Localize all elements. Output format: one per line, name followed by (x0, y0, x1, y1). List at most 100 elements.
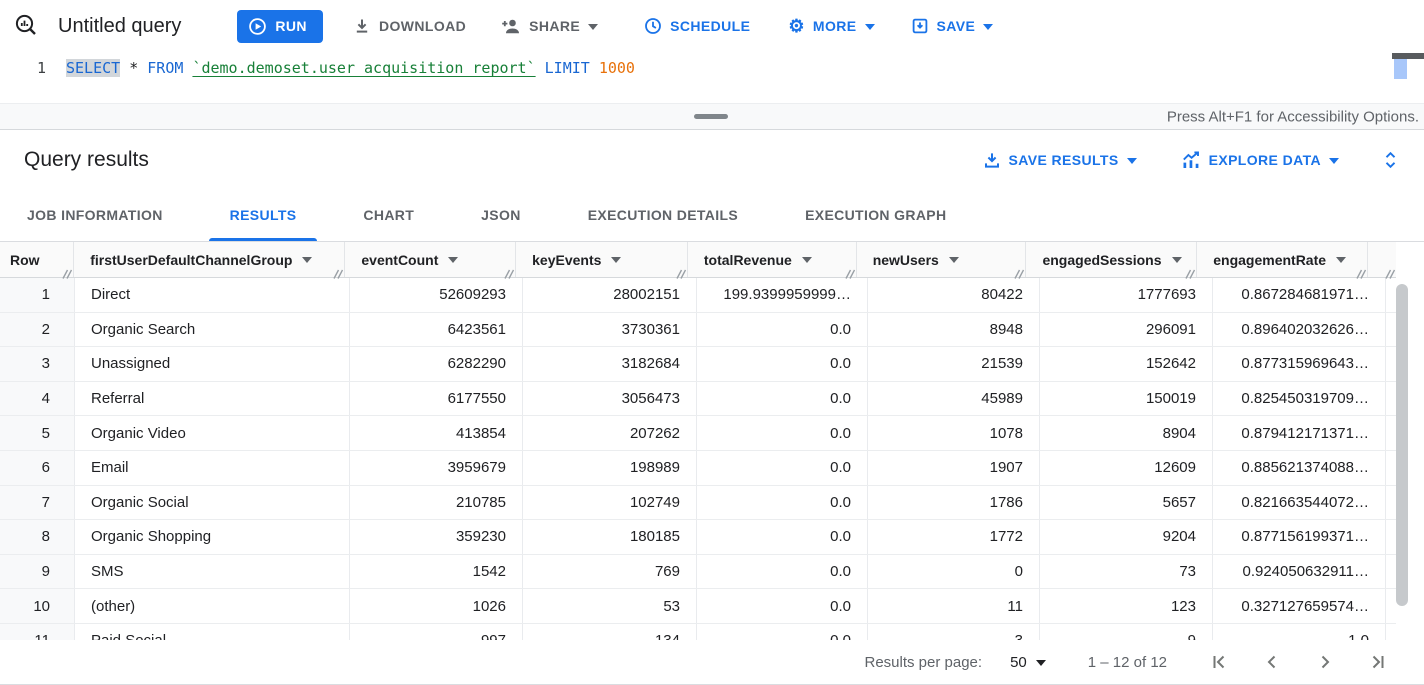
tab-chart[interactable]: CHART (363, 207, 415, 223)
share-button[interactable]: SHARE (500, 17, 599, 35)
column-resize-grip[interactable] (62, 266, 73, 279)
column-menu-icon[interactable] (302, 256, 313, 263)
row-number-cell: 7 (0, 485, 75, 520)
row-number-cell: 10 (0, 589, 75, 623)
table-scrollbar[interactable] (1396, 284, 1408, 606)
data-cell: 3730361 (523, 312, 697, 347)
data-cell: 1.0 (1213, 623, 1386, 640)
data-cell: 198989 (523, 450, 697, 485)
next-page-button[interactable] (1315, 652, 1335, 672)
save-button[interactable]: SAVE (911, 17, 994, 35)
chevron-down-icon (1329, 157, 1339, 164)
data-cell: 123 (1040, 589, 1213, 623)
first-page-button[interactable] (1209, 652, 1229, 672)
data-cell: 53 (523, 589, 697, 623)
data-cell (1386, 486, 1396, 520)
page-size-select[interactable]: 50 (1010, 654, 1046, 671)
data-cell: 6423561 (350, 312, 523, 347)
table-row: 6 Email 3959679 198989 0.0 1907 12609 0.8856213… (0, 450, 1396, 486)
column-menu-icon[interactable] (1171, 256, 1182, 263)
data-cell: 21539 (868, 347, 1040, 381)
data-cell: 0.0 (697, 623, 868, 640)
sql-editor[interactable]: 1 SELECT * FROM `demo.demoset.user_acqui… (0, 52, 1424, 103)
column-header-engagedSessions[interactable]: engagedSessions (1026, 242, 1198, 279)
data-cell: 9204 (1040, 520, 1213, 554)
column-header-totalRevenue[interactable]: totalRevenue (688, 242, 857, 279)
panel-splitter: Press Alt+F1 for Accessibility Options. (0, 103, 1424, 130)
column-menu-icon[interactable] (801, 256, 812, 263)
tab-execution-graph[interactable]: EXECUTION GRAPH (805, 207, 947, 223)
run-button[interactable]: RUN (237, 9, 323, 43)
table-row: 1 Direct 52609293 28002151 199.9399959999… 80… (0, 278, 1396, 313)
tab-job-information[interactable]: JOB INFORMATION (27, 207, 163, 223)
row-number-cell: 9 (0, 554, 75, 589)
column-menu-icon[interactable] (1336, 256, 1347, 263)
column-resize-grip[interactable] (504, 266, 515, 279)
table-row: 5 Organic Video 413854 207262 0.0 1078 8904 0.8… (0, 416, 1396, 451)
data-cell: 8948 (868, 312, 1040, 347)
data-cell: 413854 (350, 416, 523, 450)
table-row: 8 Organic Shopping 359230 180185 0.0 1772 9204… (0, 520, 1396, 555)
column-label: newUsers (872, 251, 939, 268)
table-row: 9 SMS 1542 769 0.0 0 73 0.924050632911… (0, 554, 1396, 590)
chevron-down-icon (864, 24, 875, 30)
chevron-down-icon (1035, 660, 1046, 666)
column-resize-grip[interactable] (1385, 266, 1396, 279)
column-menu-icon[interactable] (448, 256, 459, 263)
sql-token (536, 59, 545, 77)
table-row: 2 Organic Search 6423561 3730361 0.0 8948 2960… (0, 312, 1396, 348)
column-menu-icon[interactable] (948, 256, 959, 263)
row-number-cell: 6 (0, 450, 75, 485)
save-results-button[interactable]: SAVE RESULTS (983, 151, 1137, 169)
data-cell: 150019 (1040, 381, 1213, 416)
column-resize-grip[interactable] (1185, 266, 1196, 279)
column-header-newUsers[interactable]: newUsers (857, 242, 1027, 279)
column-resize-grip[interactable] (1014, 266, 1025, 279)
data-cell: 8904 (1040, 416, 1213, 450)
prev-page-button[interactable] (1262, 652, 1282, 672)
results-per-page-label: Results per page: (864, 653, 983, 671)
table-row: 4 Referral 6177550 3056473 0.0 45989 150019 0.8… (0, 381, 1396, 417)
row-number-cell: 8 (0, 520, 75, 554)
more-button[interactable]: ⚙ MORE (788, 17, 875, 35)
data-cell: 5657 (1040, 485, 1213, 520)
column-resize-grip[interactable] (333, 266, 344, 279)
column-header-Row: Row (0, 242, 75, 279)
row-number-cell: 4 (0, 381, 75, 416)
tab-json[interactable]: JSON (481, 207, 521, 223)
table-row: 7 Organic Social 210785 102749 0.0 1786 5657 0.… (0, 485, 1396, 521)
data-cell: SMS (75, 554, 350, 589)
schedule-button[interactable]: SCHEDULE (644, 17, 750, 35)
explore-data-button[interactable]: EXPLORE DATA (1181, 150, 1339, 169)
column-resize-grip[interactable] (845, 266, 855, 279)
results-table: Row firstUserDefaultChannelGroup eventCoun… (0, 242, 1424, 640)
data-cell: 1786 (868, 485, 1040, 520)
column-header-keyEvents[interactable]: keyEvents (516, 242, 688, 279)
tab-execution-details[interactable]: EXECUTION DETAILS (587, 207, 739, 223)
expand-collapse-panel-button[interactable] (1383, 150, 1398, 170)
column-header-engagementRate[interactable]: engagementRate (1197, 242, 1368, 279)
data-cell: 3182684 (523, 347, 697, 381)
download-button[interactable]: DOWNLOAD (353, 17, 466, 35)
table-body: 1 Direct 52609293 28002151 199.9399959999… 80… (0, 278, 1424, 640)
save-results-icon (983, 151, 1001, 169)
data-cell: 0.0 (697, 554, 868, 589)
data-cell: 3056473 (523, 381, 697, 416)
column-label: engagementRate (1213, 251, 1327, 268)
editor-scrollbar[interactable] (1394, 59, 1407, 79)
column-resize-grip[interactable] (1356, 266, 1367, 279)
query-title: Untitled query (58, 14, 182, 37)
splitter-drag-handle[interactable] (694, 114, 728, 119)
data-cell: 207262 (523, 416, 697, 450)
tab-results[interactable]: RESULTS (208, 189, 318, 241)
sql-line[interactable]: SELECT * FROM `demo.demoset.user_acquisi… (66, 57, 635, 79)
row-number-cell: 2 (0, 312, 75, 347)
column-menu-icon[interactable] (611, 256, 622, 263)
column-header-eventCount[interactable]: eventCount (345, 242, 517, 279)
data-cell: 102749 (523, 485, 697, 520)
column-header-firstUserDefaultChannelGroup[interactable]: firstUserDefaultChannelGroup (74, 242, 346, 279)
data-cell: 0.924050632911… (1213, 554, 1386, 589)
data-cell: 152642 (1040, 347, 1213, 381)
last-page-button[interactable] (1368, 652, 1388, 672)
column-resize-grip[interactable] (676, 266, 687, 279)
